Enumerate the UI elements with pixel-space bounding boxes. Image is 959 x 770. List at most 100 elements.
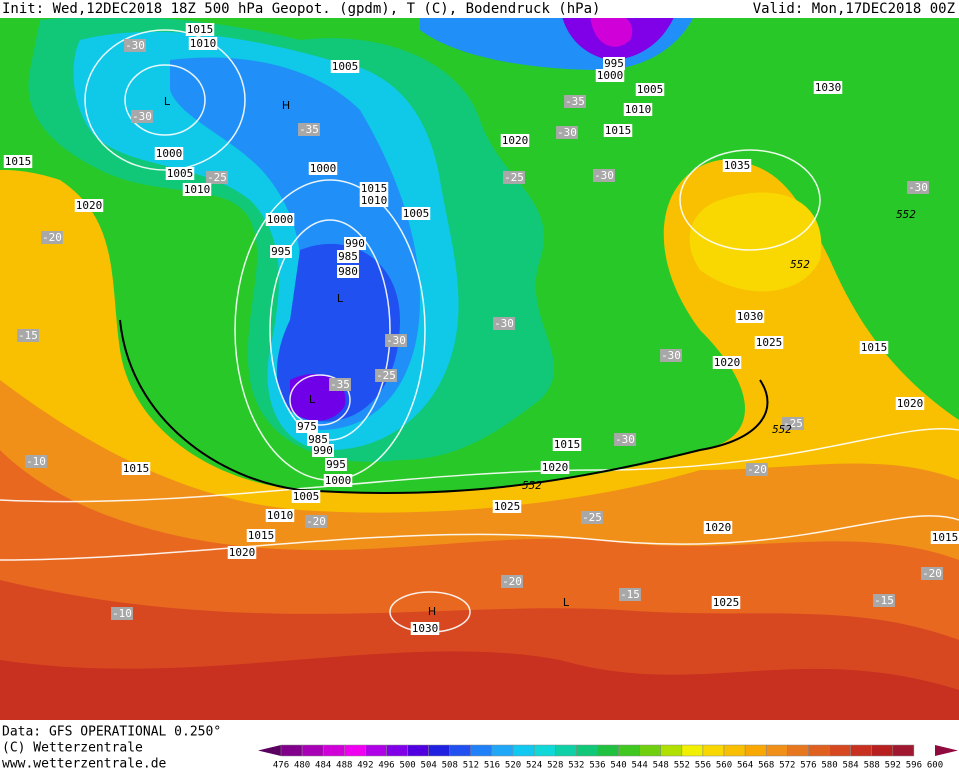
label-box xyxy=(296,420,318,433)
temperature-label: -15 xyxy=(620,588,640,601)
label-box xyxy=(74,199,104,212)
label-box xyxy=(165,167,195,180)
label-box xyxy=(298,123,320,136)
colorbar-swatch xyxy=(386,744,408,757)
label-box xyxy=(503,171,525,184)
colorbar-swatch xyxy=(470,744,493,757)
colorbar-swatch xyxy=(491,744,514,757)
temperature-label: -15 xyxy=(18,329,38,342)
label-box xyxy=(581,511,603,524)
isobar-label: 995 xyxy=(326,458,346,471)
temperature-label: -10 xyxy=(112,607,132,620)
colorbar-swatch xyxy=(533,744,556,757)
isobar-label: 1015 xyxy=(554,438,581,451)
colorbar-swatch xyxy=(576,744,598,757)
label-box xyxy=(337,250,359,263)
label-box xyxy=(735,310,765,323)
isobar-label: 1025 xyxy=(494,500,521,513)
temperature-label: -30 xyxy=(494,317,514,330)
label-box xyxy=(595,69,625,82)
temperature-label: -10 xyxy=(26,455,46,468)
contour-552-label: 552 xyxy=(790,258,810,271)
colorbar-swatch xyxy=(681,744,704,757)
isobar-label: 1010 xyxy=(184,183,211,196)
label-box xyxy=(623,103,653,116)
isobar-label: 1015 xyxy=(5,155,32,168)
label-box xyxy=(188,37,218,50)
temperature-label: -35 xyxy=(299,123,319,136)
label-box xyxy=(813,81,843,94)
pressure-center: L xyxy=(164,95,171,108)
label-box xyxy=(246,529,276,542)
colorbar-label: 580 xyxy=(821,761,837,770)
colorbar-label: 540 xyxy=(610,761,626,770)
label-box xyxy=(921,567,943,580)
isobar-label: 1015 xyxy=(605,124,632,137)
label-box xyxy=(895,397,925,410)
label-box xyxy=(711,596,741,609)
colorbar-swatch xyxy=(428,744,451,757)
label-box xyxy=(859,341,889,354)
isobar-label: 1005 xyxy=(167,167,194,180)
header-valid: Valid: Mon,17DEC2018 00Z xyxy=(753,1,955,17)
isobar-label: 1020 xyxy=(714,356,741,369)
colorbar-swatch xyxy=(618,744,640,757)
isobar-label: 1030 xyxy=(737,310,764,323)
isobar-label: 1020 xyxy=(542,461,569,474)
temperature-label: -30 xyxy=(594,169,614,182)
colorbar-label: 536 xyxy=(589,761,605,770)
label-box xyxy=(111,607,133,620)
label-box xyxy=(552,438,582,451)
label-box xyxy=(501,575,523,588)
isobar-label: 1015 xyxy=(187,23,214,36)
isobar-label: 1020 xyxy=(76,199,103,212)
label-box xyxy=(493,317,515,330)
temperature-label: -25 xyxy=(582,511,602,524)
temperature-label: -20 xyxy=(42,231,62,244)
label-box xyxy=(185,23,215,36)
colorbar-swatch xyxy=(660,744,683,757)
isobar-label: 1020 xyxy=(705,521,732,534)
label-box xyxy=(593,169,615,182)
colorbar-label: 564 xyxy=(737,761,753,770)
label-box xyxy=(154,147,184,160)
colorbar-label: 516 xyxy=(484,761,500,770)
label-box xyxy=(410,622,440,635)
label-box xyxy=(619,588,641,601)
label-box xyxy=(307,433,329,446)
colorbar-swatch xyxy=(365,744,387,757)
temperature-label: -30 xyxy=(132,110,152,123)
label-box xyxy=(265,509,295,522)
isobar-label: 1025 xyxy=(713,596,740,609)
colorbar: 476 480 484 488 492 496 500 504 508 512 516 520 524 5… xyxy=(258,744,958,770)
isobar-label: 1000 xyxy=(325,474,352,487)
label-box xyxy=(660,349,682,362)
colorbar-swatch xyxy=(597,744,619,757)
isobar-label: 1020 xyxy=(229,546,256,559)
label-box xyxy=(782,417,804,430)
label-box xyxy=(330,60,360,73)
label-box xyxy=(930,531,959,544)
temperature-label: -20 xyxy=(747,463,767,476)
label-box xyxy=(121,462,151,475)
temperature-label: -20 xyxy=(922,567,942,580)
label-box xyxy=(564,95,586,108)
colorbar-label: 544 xyxy=(632,761,648,770)
label-box xyxy=(325,458,347,471)
isobar-label: 1030 xyxy=(815,81,842,94)
isobar-label: 1000 xyxy=(156,147,183,160)
label-box xyxy=(124,39,146,52)
contour-552-label: 552 xyxy=(522,479,542,492)
temperature-label: -15 xyxy=(874,594,894,607)
label-box xyxy=(603,124,633,137)
temperature-label: -30 xyxy=(386,334,406,347)
header-title: Init: Wed,12DEC2018 18Z 500 hPa Geopot. … xyxy=(2,1,600,17)
colorbar-swatch xyxy=(344,744,366,757)
colorbar-swatch xyxy=(892,744,915,757)
label-box xyxy=(17,329,39,342)
label-box xyxy=(712,356,742,369)
isobar-label: 1035 xyxy=(724,159,751,172)
label-box xyxy=(500,134,530,147)
isobar-label: 975 xyxy=(297,420,317,433)
isobar-label: 1005 xyxy=(293,490,320,503)
